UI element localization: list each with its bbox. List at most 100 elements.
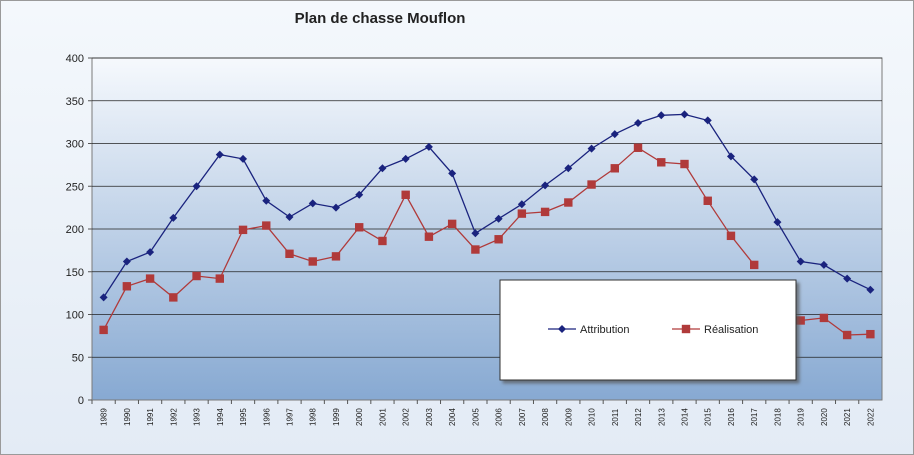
x-tick-label: 1997 [286,408,295,426]
x-tick-label: 2013 [657,408,666,426]
x-tick-label: 1998 [309,408,318,426]
data-point [215,274,224,283]
data-point [494,214,503,223]
data-point [99,293,108,302]
y-tick-label: 0 [78,395,84,407]
data-point [541,181,550,190]
x-tick-label: 1996 [262,408,271,426]
x-tick-label: 2016 [727,408,736,426]
legend-item: Attribution [548,324,630,336]
y-tick-label: 250 [66,181,84,193]
x-tick-label: 2015 [704,408,713,426]
data-point [122,257,131,266]
data-point [750,175,759,184]
data-point [99,325,108,335]
data-point [471,245,480,254]
x-tick-label: 2020 [820,408,829,426]
x-tick-label: 2008 [541,408,550,426]
y-tick-label: 100 [66,310,84,322]
legend-label: Attribution [580,324,630,336]
data-point [517,200,526,209]
y-tick-label: 350 [66,96,84,108]
data-point [471,229,480,238]
data-point [703,116,712,125]
x-tick-label: 2005 [471,408,480,426]
data-point [819,313,829,323]
data-point [169,213,178,222]
data-point [215,150,224,159]
data-point [558,325,566,333]
x-tick-label: 1995 [239,408,248,426]
x-tick-label: 2003 [425,408,434,426]
data-point [285,249,294,258]
data-point [448,169,457,178]
data-point [634,118,643,127]
x-tick-label: 2002 [402,408,411,426]
x-tick-label: 2021 [843,408,852,426]
data-point [796,257,805,266]
data-point [726,231,736,241]
data-point [447,219,457,229]
x-tick-label: 2017 [750,408,759,426]
x-tick-label: 2012 [634,408,643,426]
data-point [308,257,317,266]
data-point [796,316,805,325]
data-point [262,221,271,230]
x-tick-label: 1999 [332,408,341,426]
data-point [773,218,782,227]
data-point [378,164,387,173]
data-point [424,232,434,241]
data-point [355,190,364,199]
x-tick-label: 2019 [797,408,806,426]
data-point [540,207,550,217]
data-point [703,196,712,205]
x-tick-label: 2022 [866,408,875,426]
data-point [657,111,666,120]
data-point [238,225,248,235]
data-point [680,110,689,119]
data-point [192,182,201,191]
y-tick-label: 300 [66,139,84,151]
data-point [285,213,294,222]
data-point [633,143,643,152]
x-tick-label: 1993 [193,408,202,426]
data-point [866,329,875,339]
data-point [657,158,666,167]
data-point [169,293,178,302]
data-point [843,274,852,283]
x-tick-label: 2010 [588,408,597,426]
data-point [587,144,596,153]
x-tick-label: 1992 [169,408,178,426]
data-point [564,164,573,173]
data-point [750,260,759,270]
data-point [239,154,248,163]
data-point [192,271,201,281]
data-point [587,180,596,189]
data-point [331,252,341,261]
series-line [103,113,871,298]
x-tick-label: 2018 [773,408,782,426]
y-tick-label: 400 [66,53,84,65]
x-tick-label: 2009 [564,408,573,426]
data-point [331,203,340,212]
x-tick-label: 2011 [611,408,620,426]
data-point [681,324,691,334]
y-tick-label: 150 [66,267,84,279]
x-tick-label: 2001 [378,408,387,426]
data-point [564,198,573,207]
x-tick-label: 1990 [123,408,132,426]
data-point [401,154,410,163]
x-tick-label: 1989 [100,408,109,426]
data-point [424,142,433,151]
data-point [680,159,689,169]
data-point [262,196,271,205]
chart-title: Plan de chasse Mouflon [294,10,466,27]
y-tick-label: 200 [66,224,84,236]
data-point [517,209,527,218]
x-tick-label: 2006 [495,408,504,426]
data-point [378,236,387,246]
data-point [146,248,155,257]
data-point [866,285,875,294]
data-point [610,130,619,139]
